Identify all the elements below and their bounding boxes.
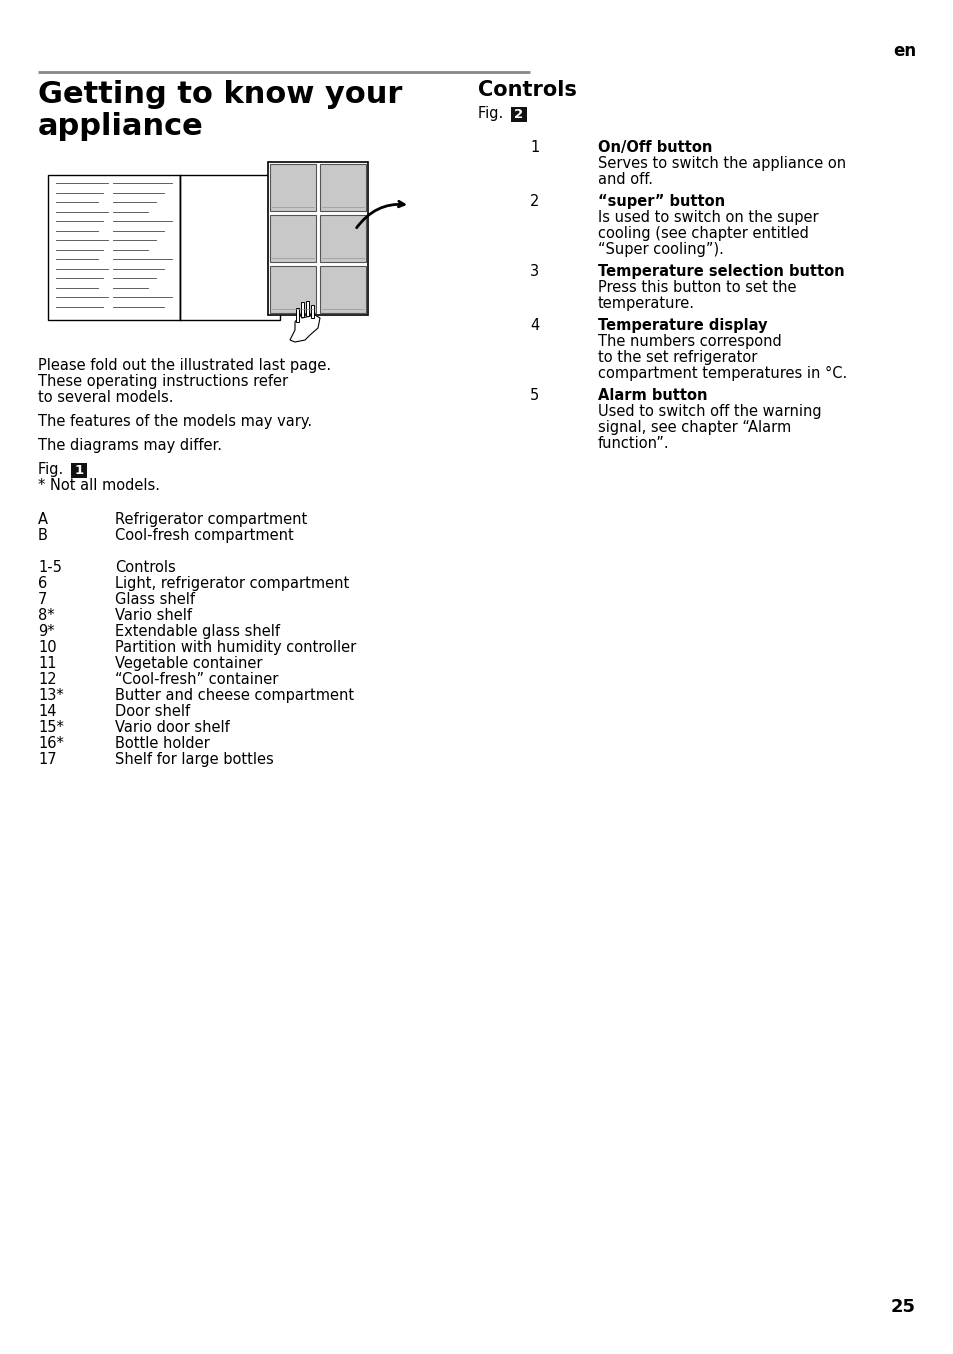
Text: B: B [38,528,48,543]
Text: 15*: 15* [38,720,64,735]
Text: 6: 6 [38,575,48,590]
Text: Getting to know your: Getting to know your [38,80,402,110]
Text: Cool-fresh compartment: Cool-fresh compartment [115,528,294,543]
Polygon shape [301,302,304,317]
Text: 14: 14 [38,704,56,719]
Text: Used to switch off the warning: Used to switch off the warning [598,403,821,418]
Text: 5: 5 [530,389,538,403]
Text: 25: 25 [890,1298,915,1316]
Bar [319,164,366,211]
Bar [270,164,315,211]
Text: Fig.: Fig. [38,462,68,477]
Bar [48,175,180,320]
Text: Extendable glass shelf: Extendable glass shelf [115,624,280,639]
Text: * Not all models.: * Not all models. [38,478,160,493]
Text: Vario shelf: Vario shelf [115,608,192,623]
Polygon shape [311,305,314,318]
Text: signal, see chapter “Alarm: signal, see chapter “Alarm [598,420,790,435]
Polygon shape [295,307,298,322]
Text: compartment temperatures in °C.: compartment temperatures in °C. [598,366,846,380]
Text: The numbers correspond: The numbers correspond [598,334,781,349]
Text: “super” button: “super” button [598,194,724,209]
Text: cooling (see chapter entitled: cooling (see chapter entitled [598,226,808,241]
Text: 2: 2 [514,108,523,121]
Text: Glass shelf: Glass shelf [115,592,194,607]
Text: The diagrams may differ.: The diagrams may differ. [38,437,222,454]
Text: function”.: function”. [598,436,669,451]
Text: Alarm button: Alarm button [598,389,707,403]
Text: 13*: 13* [38,688,64,703]
Text: to several models.: to several models. [38,390,173,405]
Text: On/Off button: On/Off button [598,139,712,154]
Text: Vario door shelf: Vario door shelf [115,720,230,735]
Text: 10: 10 [38,640,56,655]
Bar [270,265,315,313]
Bar [319,265,366,313]
Polygon shape [306,301,309,315]
Text: Serves to switch the appliance on: Serves to switch the appliance on [598,156,845,171]
Text: Controls: Controls [477,80,577,100]
Text: 11: 11 [38,655,56,672]
Text: to the set refrigerator: to the set refrigerator [598,349,757,366]
Polygon shape [290,315,319,343]
Bar [270,215,315,263]
Text: Bottle holder: Bottle holder [115,737,210,751]
Text: 16*: 16* [38,737,64,751]
Text: The features of the models may vary.: The features of the models may vary. [38,414,312,429]
Bar [71,463,87,478]
Text: Fig.: Fig. [477,106,507,121]
Text: 17: 17 [38,751,56,766]
Text: Refrigerator compartment: Refrigerator compartment [115,512,307,527]
Text: Partition with humidity controller: Partition with humidity controller [115,640,355,655]
Text: 1-5: 1-5 [38,561,62,575]
Text: 2: 2 [530,194,538,209]
Text: 7: 7 [38,592,48,607]
Bar [180,175,280,320]
Text: 9*: 9* [38,624,54,639]
Text: and off.: and off. [598,172,652,187]
Text: en: en [892,42,915,60]
Text: 4: 4 [530,318,538,333]
Text: 1: 1 [530,139,538,154]
Text: Temperature display: Temperature display [598,318,767,333]
Text: 3: 3 [530,264,538,279]
Bar [268,162,368,315]
Bar [319,215,366,263]
Text: “Super cooling”).: “Super cooling”). [598,242,723,257]
Text: 8*: 8* [38,608,54,623]
Text: A: A [38,512,48,527]
Text: Door shelf: Door shelf [115,704,190,719]
Text: 1: 1 [74,464,84,477]
Text: Is used to switch on the super: Is used to switch on the super [598,210,818,225]
Text: Butter and cheese compartment: Butter and cheese compartment [115,688,354,703]
Text: Press this button to set the: Press this button to set the [598,280,796,295]
Bar [511,107,526,122]
Text: 12: 12 [38,672,56,686]
Text: “Cool-fresh” container: “Cool-fresh” container [115,672,278,686]
Text: temperature.: temperature. [598,297,695,311]
Text: Vegetable container: Vegetable container [115,655,262,672]
Text: Controls: Controls [115,561,175,575]
Text: Light, refrigerator compartment: Light, refrigerator compartment [115,575,349,590]
Text: Temperature selection button: Temperature selection button [598,264,843,279]
Text: appliance: appliance [38,112,204,141]
Text: Shelf for large bottles: Shelf for large bottles [115,751,274,766]
Text: Please fold out the illustrated last page.: Please fold out the illustrated last pag… [38,357,331,372]
Text: These operating instructions refer: These operating instructions refer [38,374,288,389]
